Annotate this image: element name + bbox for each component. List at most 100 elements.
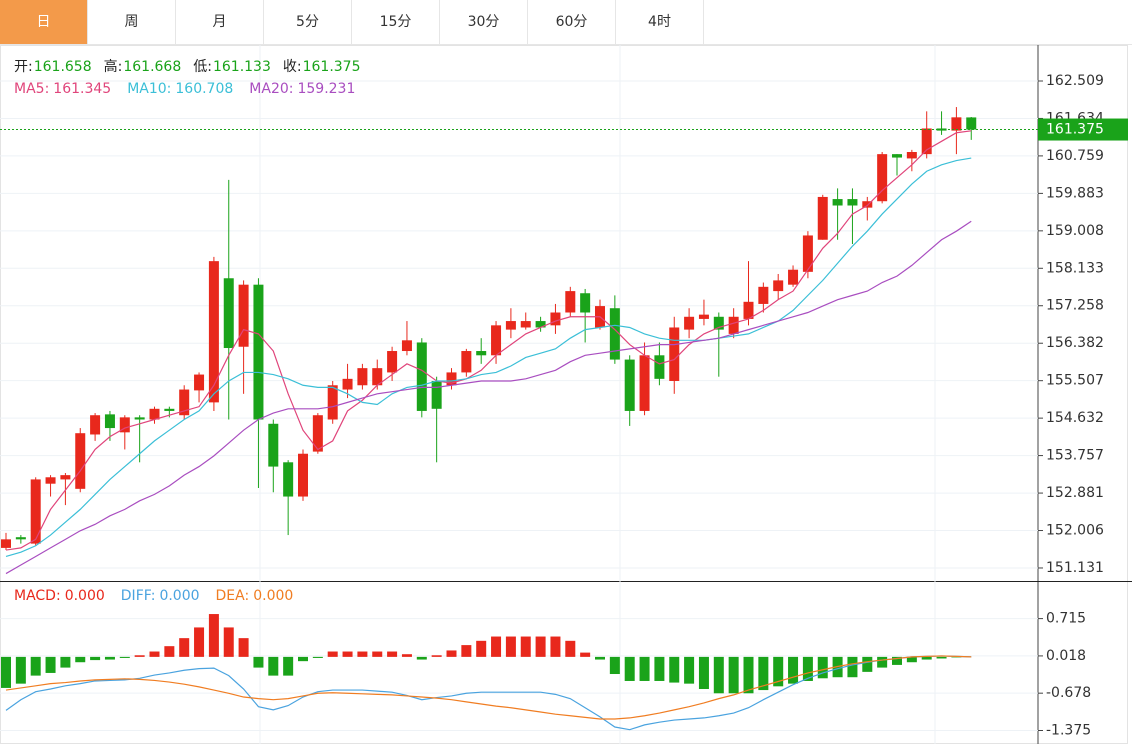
macd-bar: [684, 656, 695, 684]
macd-bar: [416, 656, 427, 660]
plot: [1, 614, 972, 731]
ohlc-label: 低:: [193, 59, 212, 75]
candle-body: [758, 286, 769, 304]
macd-bar: [104, 656, 115, 660]
macd-bar: [119, 656, 130, 658]
macd-bar: [401, 654, 412, 657]
ma-line: [5, 130, 972, 551]
macd-bar: [921, 656, 932, 660]
candle-body: [847, 199, 858, 206]
macd-bar: [669, 656, 680, 683]
macd-bar: [134, 655, 145, 657]
macd-line: [5, 655, 972, 731]
candle-body: [179, 389, 190, 416]
macd-bar: [788, 656, 799, 684]
ohlc-value: 161.658: [34, 59, 92, 75]
candle-body: [728, 316, 739, 334]
macd-bar: [654, 656, 665, 681]
legend-name: MACD:: [14, 588, 61, 604]
candle-body: [832, 199, 843, 206]
candle-body: [624, 359, 635, 411]
legend-value: 160.708: [175, 81, 233, 97]
macd-bar: [951, 656, 962, 658]
macd-bar: [75, 656, 86, 663]
macd-bar: [550, 636, 561, 657]
macd-bar: [461, 645, 472, 657]
period-tab[interactable]: 日: [0, 0, 88, 44]
candle-body: [416, 342, 427, 411]
y-tick-label: 159.883: [1046, 185, 1104, 201]
macd-bar: [327, 651, 338, 657]
candle-body: [149, 408, 160, 420]
macd-bar: [773, 656, 784, 687]
macd-bar: [535, 636, 546, 657]
candle-body: [312, 415, 323, 452]
candle-body: [119, 417, 130, 433]
candle-body: [164, 408, 175, 411]
candle-body: [550, 312, 561, 326]
macd-bar: [491, 636, 502, 657]
macd-bar: [505, 636, 516, 657]
candle-body: [387, 351, 398, 373]
candle-body: [401, 340, 412, 352]
macd-bar: [357, 651, 368, 657]
macd-bar: [639, 656, 650, 681]
y-tick-label: -1.375: [1046, 722, 1091, 738]
period-tab[interactable]: 5分: [264, 0, 352, 44]
candle-body: [565, 291, 576, 313]
macd-bar: [1, 656, 11, 688]
y-tick-label: 153.757: [1046, 448, 1104, 464]
candle-body: [906, 152, 917, 159]
candle-body: [773, 280, 784, 292]
y-tick-label: 156.382: [1046, 335, 1104, 351]
macd-bar: [60, 656, 71, 668]
candle-body: [431, 380, 442, 409]
macd-bar: [609, 656, 620, 675]
macd-bar: [30, 656, 41, 676]
candle-body: [609, 308, 620, 360]
last-price-tag: [1038, 118, 1128, 141]
period-tab[interactable]: 60分: [528, 0, 616, 44]
macd-bar: [45, 656, 56, 673]
ohlc-value: 161.375: [303, 59, 361, 75]
candle-body: [327, 385, 338, 420]
candle-body: [208, 261, 219, 403]
candle-body: [743, 301, 754, 319]
macd-bar: [595, 656, 605, 660]
candle-body: [580, 293, 591, 313]
macd-bar: [817, 656, 828, 679]
candle-body: [268, 423, 279, 467]
candle-body: [669, 327, 680, 381]
macd-bar: [520, 636, 531, 657]
candle-body: [372, 368, 383, 386]
candle-body: [253, 284, 264, 420]
period-tab[interactable]: 周: [88, 0, 176, 44]
period-tab[interactable]: 4时: [616, 0, 704, 44]
candle-body: [90, 415, 101, 435]
macd-bar: [713, 656, 724, 694]
period-tab[interactable]: 30分: [440, 0, 528, 44]
macd-bar: [847, 656, 858, 678]
period-tab[interactable]: 月: [176, 0, 264, 44]
macd-bar: [877, 656, 888, 668]
macd-bar: [758, 656, 769, 691]
macd-bar: [728, 656, 739, 694]
macd-bar: [476, 640, 487, 657]
candle-body: [30, 479, 41, 544]
period-tab[interactable]: 15分: [352, 0, 440, 44]
macd-bar: [936, 656, 947, 659]
candle-body: [713, 316, 724, 330]
candle-body: [134, 417, 145, 420]
candle-body: [698, 314, 709, 319]
y-tick-label: -0.678: [1046, 685, 1091, 701]
macd-bar: [179, 638, 190, 657]
y-tick-label: 0.018: [1046, 648, 1086, 664]
candle-body: [60, 475, 71, 480]
legend-value: 161.345: [53, 81, 111, 97]
ohlc-value: 161.668: [123, 59, 181, 75]
y-tick-label: 152.006: [1046, 523, 1104, 539]
macd-bar: [580, 652, 591, 657]
legend-value: 0.000: [65, 588, 105, 604]
candle-body: [223, 278, 234, 349]
